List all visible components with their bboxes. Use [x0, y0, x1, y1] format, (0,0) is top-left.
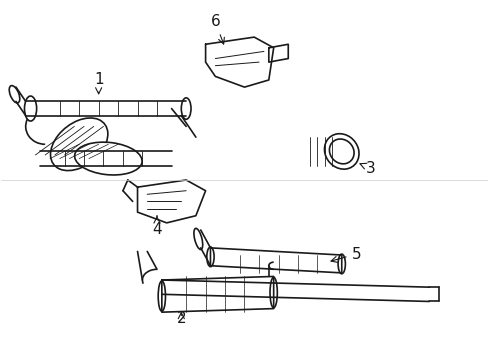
Ellipse shape: [324, 134, 358, 169]
Ellipse shape: [50, 118, 108, 171]
Text: 6: 6: [210, 14, 224, 44]
Ellipse shape: [206, 247, 214, 267]
Text: 5: 5: [330, 247, 361, 262]
Text: 2: 2: [176, 311, 186, 326]
Text: 1: 1: [94, 72, 103, 94]
Ellipse shape: [337, 254, 345, 274]
Text: 3: 3: [359, 161, 375, 176]
Ellipse shape: [158, 281, 165, 311]
Text: 4: 4: [152, 216, 162, 237]
Ellipse shape: [269, 277, 277, 308]
Ellipse shape: [75, 142, 142, 175]
Ellipse shape: [181, 98, 191, 119]
Ellipse shape: [24, 96, 37, 121]
